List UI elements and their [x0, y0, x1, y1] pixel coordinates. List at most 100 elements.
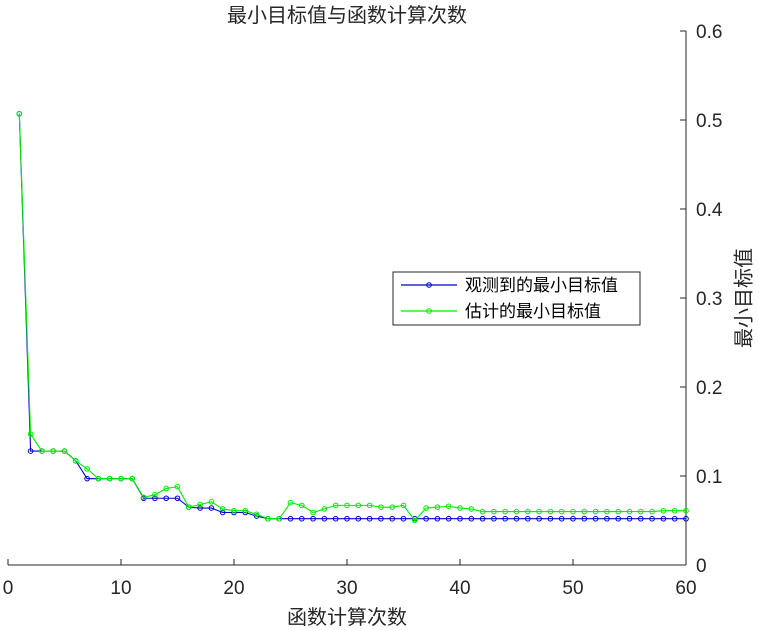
data-point: [197, 501, 203, 508]
y-tick-label: 0.1: [696, 467, 722, 488]
x-tick-label: 60: [675, 578, 696, 599]
data-point: [208, 505, 215, 511]
y-tick-label: 0.2: [696, 378, 722, 399]
data-point: [16, 110, 23, 117]
data-point: [683, 507, 689, 514]
data-point: [321, 515, 328, 522]
data-point: [152, 495, 158, 502]
data-point: [276, 515, 283, 522]
data-point: [536, 515, 542, 522]
data-point: [208, 499, 215, 505]
data-point: [400, 515, 407, 522]
y-axis-label: 最小目标值: [732, 248, 756, 348]
data-point: [242, 507, 249, 514]
x-tick-label: 20: [223, 578, 244, 599]
data-point: [502, 508, 509, 515]
data-point: [457, 505, 463, 511]
data-point: [231, 507, 237, 514]
data-point: [547, 515, 554, 522]
data-point: [84, 475, 90, 482]
data-point: [660, 507, 667, 514]
data-point: [163, 485, 169, 492]
data-point: [445, 503, 452, 510]
data-point: [197, 505, 203, 511]
data-point: [332, 515, 339, 522]
data-point: [389, 504, 396, 510]
data-point: [423, 515, 429, 522]
data-point: [671, 507, 678, 514]
data-point: [118, 475, 124, 482]
data-point: [129, 475, 136, 482]
data-point: [468, 515, 475, 522]
data-point: [310, 515, 316, 522]
data-point: [581, 508, 588, 515]
data-point: [355, 502, 362, 509]
chart-title: 最小目标值与函数计算次数: [227, 3, 467, 27]
data-point: [626, 515, 633, 522]
data-point: [400, 502, 407, 509]
data-point: [615, 515, 622, 522]
data-point: [683, 515, 689, 522]
data-point: [434, 515, 441, 522]
data-point: [479, 515, 486, 522]
data-point: [366, 502, 373, 509]
data-point: [186, 504, 192, 510]
data-point: [638, 508, 644, 515]
legend-swatch-marker: [426, 282, 432, 288]
data-point: [604, 515, 610, 522]
data-point: [366, 515, 373, 522]
plot-series: [16, 110, 689, 524]
data-point: [27, 448, 34, 454]
data-point: [558, 508, 565, 515]
data-point: [332, 502, 339, 509]
x-tick-label: 50: [562, 578, 583, 599]
data-point: [174, 483, 181, 490]
y-tick-label: 0.3: [696, 289, 722, 310]
data-point: [219, 509, 226, 516]
data-point: [570, 508, 576, 515]
data-point: [434, 504, 441, 510]
data-point: [61, 448, 68, 454]
series-2: [16, 110, 689, 524]
data-point: [502, 515, 509, 522]
data-point: [513, 515, 520, 522]
x-axis-label: 函数计算次数: [287, 605, 407, 629]
data-point: [513, 508, 520, 515]
x-tick-label: 40: [449, 578, 470, 599]
legend-swatch-marker: [426, 308, 432, 314]
data-point: [491, 515, 497, 522]
data-point: [638, 515, 644, 522]
data-point: [140, 494, 147, 501]
data-point: [468, 506, 475, 512]
data-point: [558, 515, 565, 522]
data-point: [615, 508, 622, 515]
data-point: [152, 491, 158, 498]
x-tick-label: 10: [110, 578, 131, 599]
data-point: [649, 515, 655, 522]
data-point: [592, 515, 599, 522]
data-point: [39, 448, 45, 454]
data-point: [389, 515, 396, 522]
data-point: [27, 431, 34, 437]
data-point: [525, 515, 531, 522]
data-point: [287, 515, 294, 522]
data-point: [219, 506, 226, 512]
data-point: [547, 508, 554, 515]
x-tick-label: 0: [3, 578, 14, 599]
data-point: [525, 508, 531, 515]
legend-box: [392, 271, 641, 326]
data-point: [536, 508, 542, 515]
legend-label: 估计的最小目标值: [465, 302, 601, 322]
data-point: [321, 506, 328, 512]
data-point: [310, 509, 316, 516]
data-point: [423, 505, 429, 511]
data-point: [570, 515, 576, 522]
data-point: [378, 515, 384, 522]
data-point: [626, 508, 633, 515]
data-point: [50, 448, 57, 454]
data-point: [253, 511, 260, 518]
